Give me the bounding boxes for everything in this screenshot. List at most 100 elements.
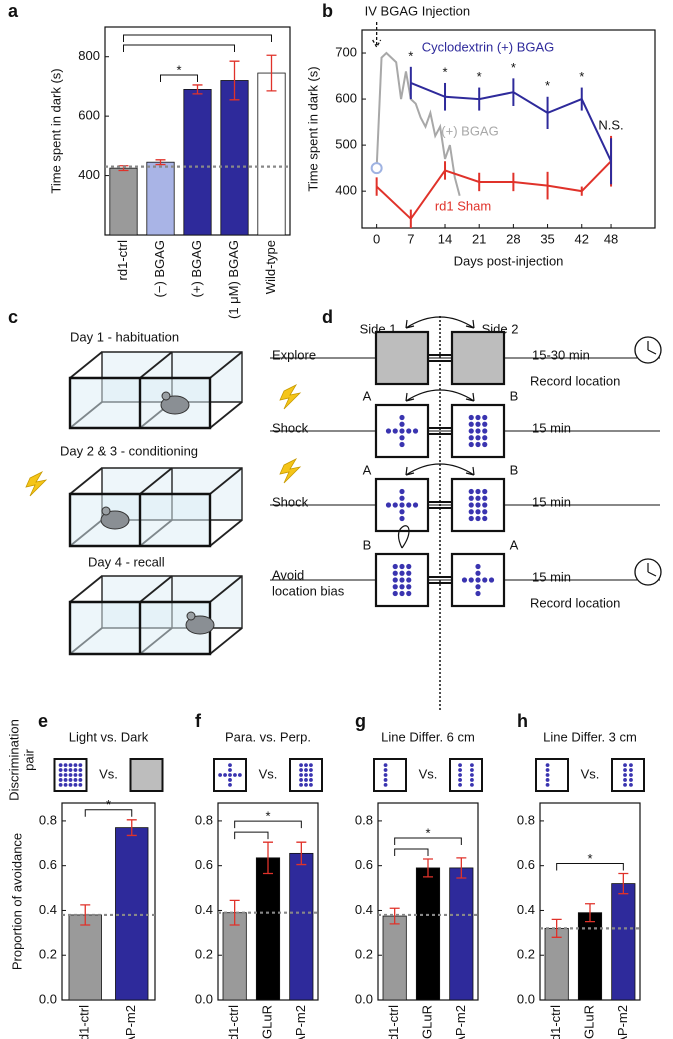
dot <box>468 441 474 448</box>
series-label: rd1 Sham <box>435 198 491 213</box>
dot <box>482 509 488 515</box>
dot <box>482 488 488 495</box>
dot <box>468 515 474 522</box>
error-bar <box>456 857 467 879</box>
pair-icon <box>129 758 164 792</box>
dot <box>475 441 481 448</box>
dot <box>218 773 223 777</box>
plot-frame <box>361 29 656 229</box>
dot <box>482 414 488 421</box>
row-label: Shock <box>272 494 309 509</box>
x-tick-label: SNAP-m2 <box>615 1005 630 1039</box>
y-tick-label: 600 <box>335 91 357 106</box>
dot <box>383 773 388 777</box>
dot <box>399 570 405 576</box>
chamber-tag: B <box>363 537 372 552</box>
dot <box>482 428 488 434</box>
pair-icon <box>611 758 645 792</box>
bar <box>289 852 314 1001</box>
vs-label: Vs. <box>99 766 118 781</box>
dot <box>392 502 398 508</box>
dot <box>63 768 68 772</box>
significance-label: * <box>545 78 550 93</box>
dot <box>629 778 633 782</box>
swap-arrow <box>405 463 475 476</box>
dot <box>299 768 303 772</box>
bar <box>109 167 138 236</box>
dot <box>63 778 68 782</box>
row-label: Shock <box>272 420 309 435</box>
step-label: Day 1 - habituation <box>70 329 179 344</box>
pair-icon <box>449 758 483 792</box>
dot <box>475 414 481 421</box>
significance-bracket <box>123 34 272 42</box>
duration: 15 min <box>532 569 571 584</box>
significance-bracket <box>394 848 429 856</box>
pair-title: Line Differ. 6 cm <box>381 729 475 744</box>
dot <box>468 428 474 434</box>
error-bar <box>126 819 137 837</box>
y-tick-label: 0.2 <box>355 947 373 962</box>
error-bar <box>155 159 166 166</box>
y-tick-label: 0.8 <box>355 812 373 827</box>
dot <box>385 502 392 508</box>
dot <box>385 428 392 434</box>
dot <box>629 763 633 768</box>
dot <box>475 421 481 427</box>
y-tick-label: 0.0 <box>39 991 57 1006</box>
dot <box>623 768 627 772</box>
dot <box>629 768 633 772</box>
dot <box>406 584 412 590</box>
mouse-ear <box>186 611 196 621</box>
dot <box>468 509 474 515</box>
dot <box>623 782 627 787</box>
x-tick-label: 14 <box>438 231 452 246</box>
dot <box>482 515 488 522</box>
step-label: Day 4 - recall <box>88 554 165 569</box>
vs-label: Vs. <box>419 766 438 781</box>
chamber <box>450 330 506 386</box>
lightning <box>25 471 48 497</box>
dot <box>475 584 481 590</box>
chamber <box>374 330 430 386</box>
dot <box>475 495 481 501</box>
dot <box>228 768 232 772</box>
dot <box>399 502 405 508</box>
dot <box>228 773 232 777</box>
y-axis-label: Time spent in dark (s) <box>48 68 63 193</box>
dot <box>545 773 550 777</box>
significance-bracket <box>84 809 133 817</box>
dot <box>545 768 550 772</box>
chamber-tag: A <box>510 537 519 552</box>
clock-hands <box>647 563 657 577</box>
dot <box>406 428 412 434</box>
dot <box>223 773 227 777</box>
y-tick-label: 0.6 <box>39 857 57 872</box>
clock-hands <box>647 341 657 355</box>
y-tick-label: 400 <box>78 167 100 182</box>
cage-front <box>68 492 212 548</box>
dot <box>470 768 474 772</box>
dot <box>399 515 405 522</box>
dot <box>392 590 398 597</box>
x-tick-label: 35 <box>540 231 554 246</box>
dot <box>399 495 405 501</box>
annotation-arrow <box>372 22 382 49</box>
bar <box>415 867 441 1001</box>
x-tick-label: LiGLuR <box>259 1005 274 1039</box>
significance-bracket <box>234 831 269 840</box>
dot <box>73 763 78 768</box>
dot <box>470 773 474 777</box>
start-marker <box>370 162 383 175</box>
significance-label: * <box>425 825 430 840</box>
dot <box>461 577 468 583</box>
series-label: (+) BGAG <box>441 123 498 138</box>
dot <box>475 570 481 576</box>
panel-label: b <box>322 1 333 21</box>
y-axis-label: Time spent in dark (s) <box>305 66 320 191</box>
panel-c-label: c <box>8 307 18 327</box>
x-tick-label: 0 <box>373 231 380 246</box>
dot <box>383 768 388 772</box>
dot <box>78 773 83 777</box>
